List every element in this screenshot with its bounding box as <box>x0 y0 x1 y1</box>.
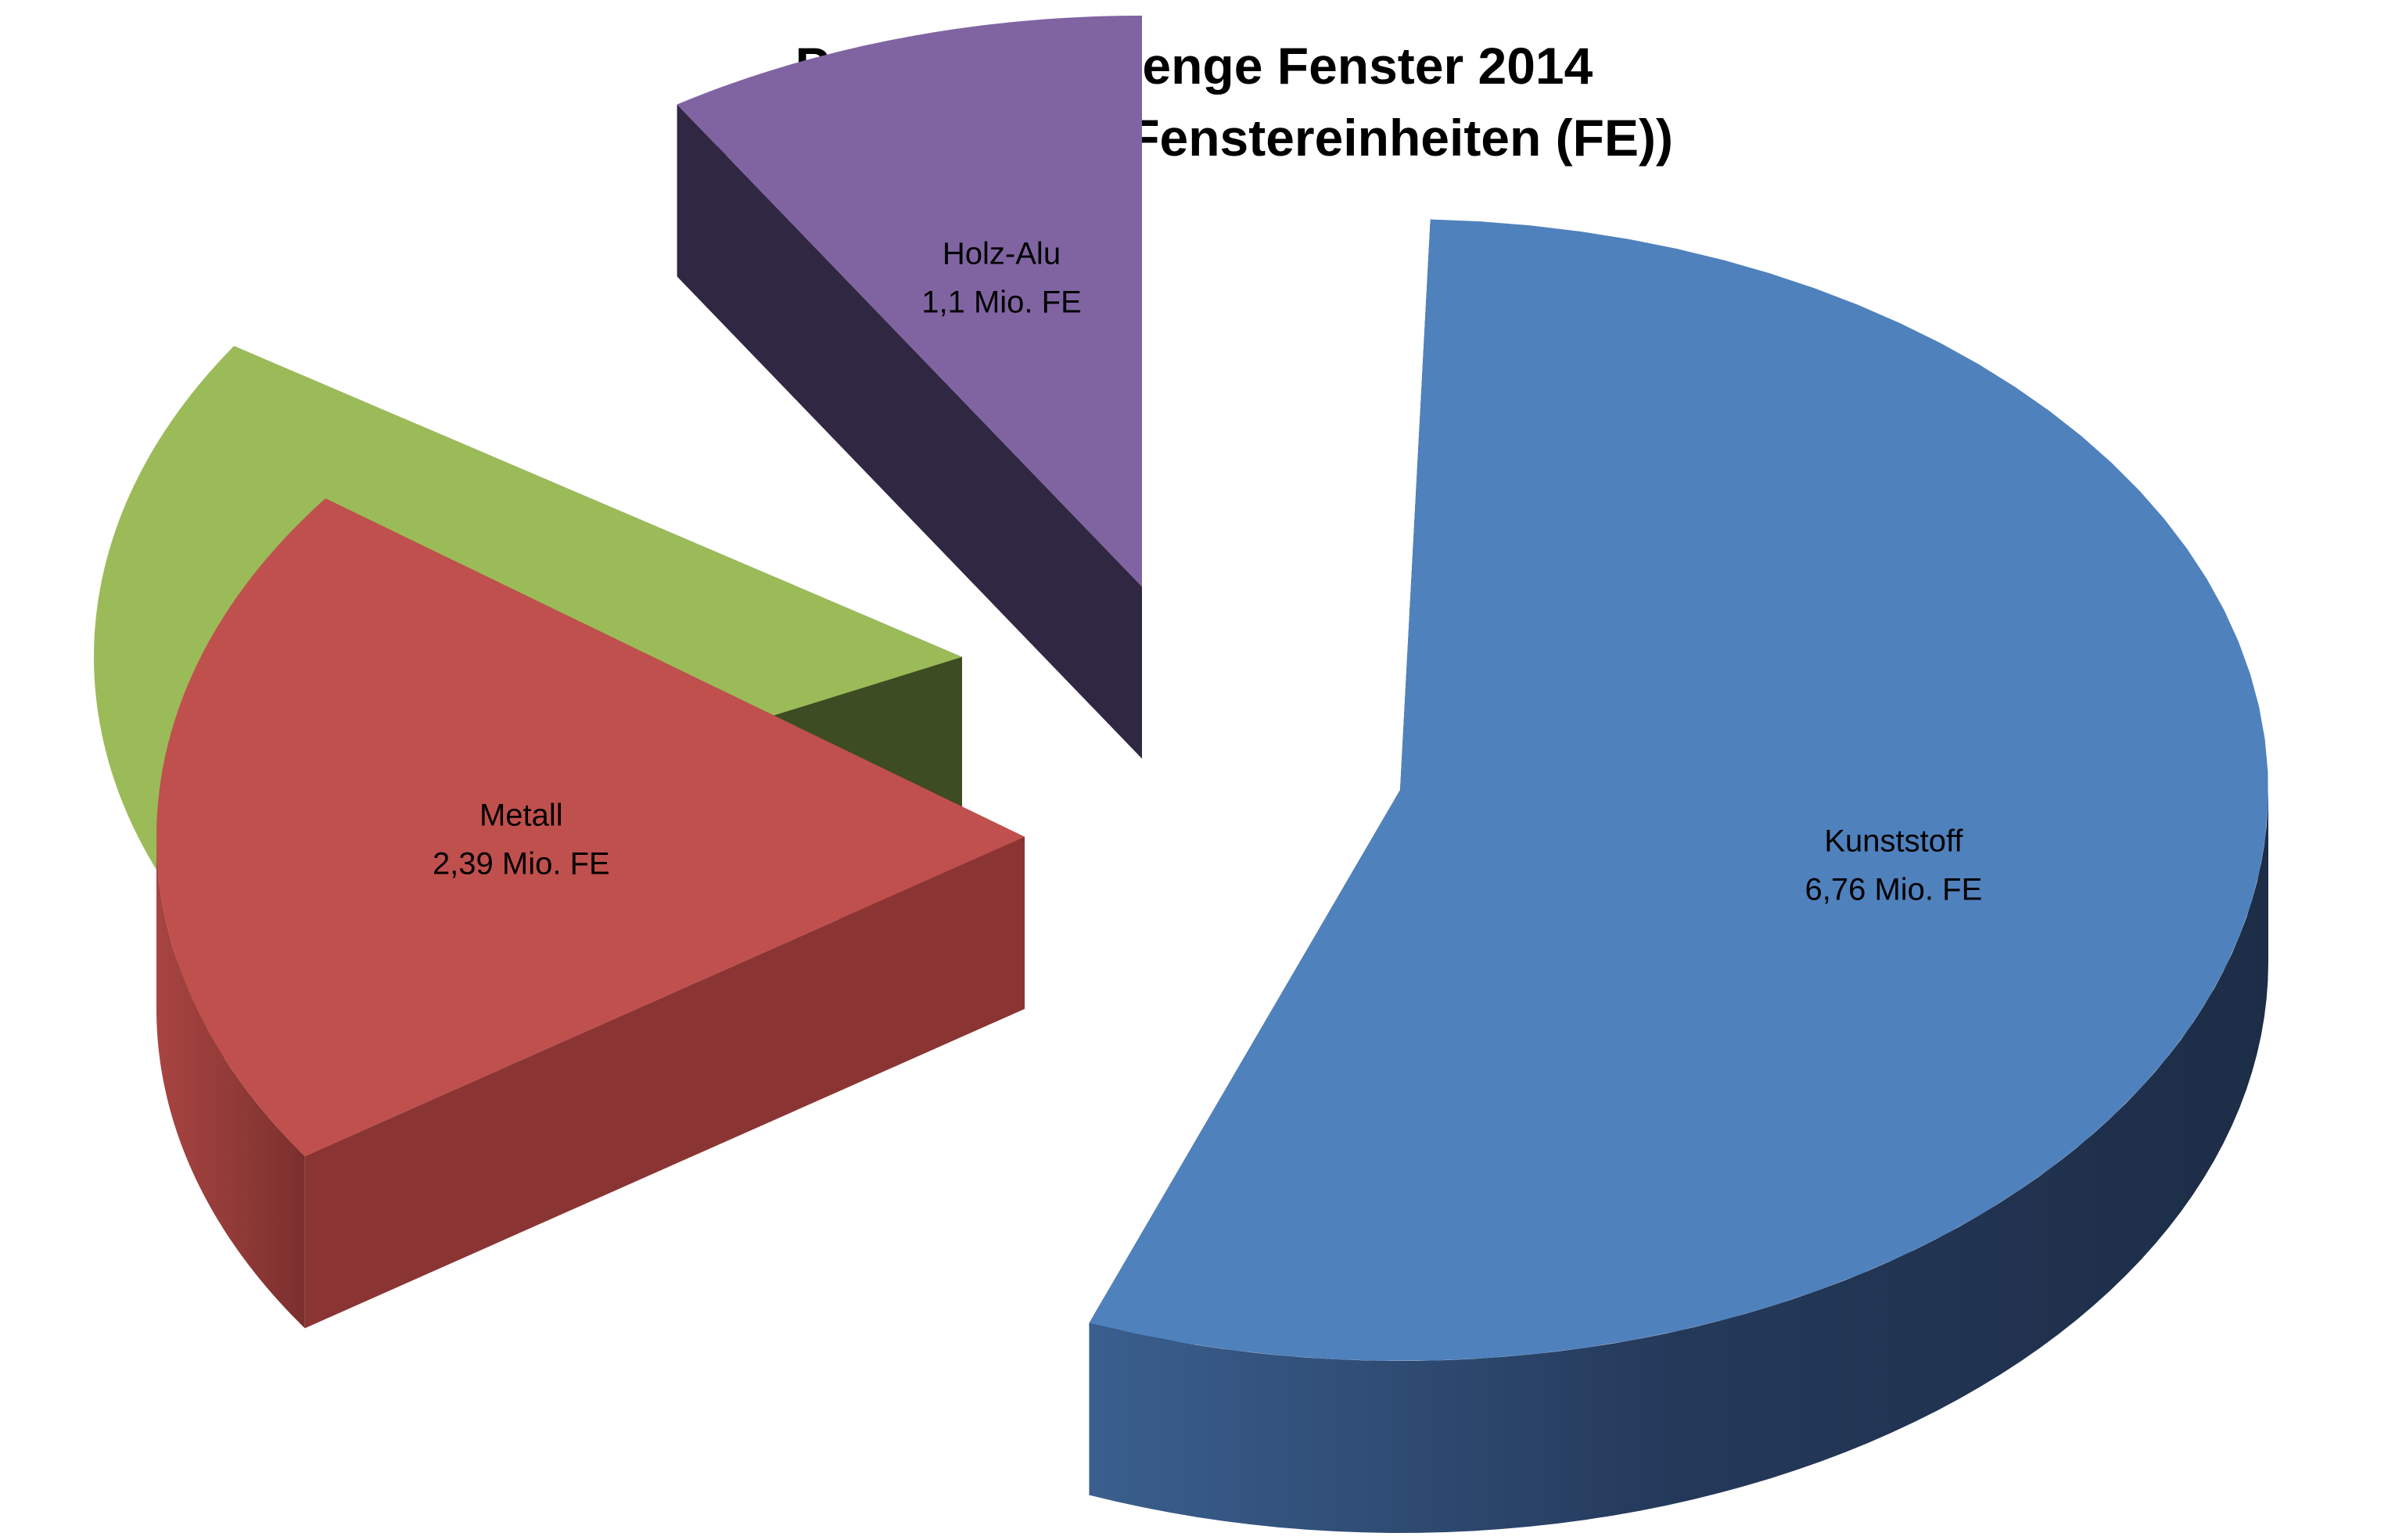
slice-holz-alu: Holz-Alu 1,1 Mio. FE <box>677 16 1142 759</box>
slice-kunststoff: Kunststoff 6,76 Mio. FE <box>1089 219 2268 1533</box>
slice-metall: Metall 2,39 Mio. FE <box>156 498 1025 1329</box>
slice-top-face <box>677 16 1142 587</box>
slice-side-wall <box>304 837 1025 1329</box>
slice-label-name: Metall <box>479 798 563 832</box>
slice-top-face <box>156 498 1025 1157</box>
slice-label-value: 6,76 Mio. FE <box>1805 872 1983 906</box>
slice-outer-wall <box>1089 790 2268 1533</box>
slice-side-wall <box>677 104 1142 759</box>
slice-label-name: Kunststoff <box>1824 824 1963 858</box>
slice-label-value: 2,39 Mio. FE <box>433 846 610 881</box>
slice-label-value: 1,1 Mio. FE <box>921 285 1082 319</box>
slice-top-face <box>1089 219 2268 1361</box>
slice-outer-wall <box>156 837 305 1329</box>
slice-label-name: Holz-Alu <box>943 236 1061 271</box>
